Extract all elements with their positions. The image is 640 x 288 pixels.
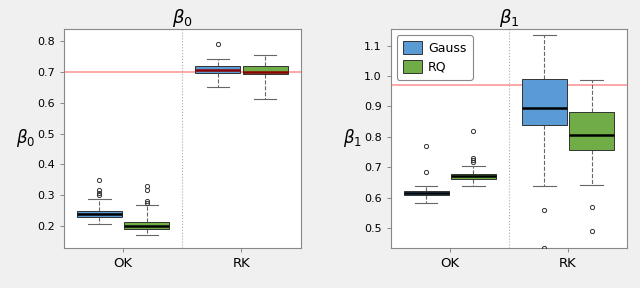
Title: $\beta_1$: $\beta_1$ bbox=[499, 7, 519, 29]
PathPatch shape bbox=[195, 66, 240, 73]
PathPatch shape bbox=[404, 191, 449, 195]
Title: $\beta_0$: $\beta_0$ bbox=[172, 7, 193, 29]
Y-axis label: $\beta_0$: $\beta_0$ bbox=[17, 127, 36, 149]
PathPatch shape bbox=[569, 112, 614, 150]
Y-axis label: $\beta_1$: $\beta_1$ bbox=[343, 127, 362, 149]
PathPatch shape bbox=[124, 222, 170, 229]
Legend: Gauss, RQ: Gauss, RQ bbox=[397, 35, 473, 80]
PathPatch shape bbox=[451, 174, 496, 179]
PathPatch shape bbox=[77, 211, 122, 217]
PathPatch shape bbox=[522, 79, 567, 124]
PathPatch shape bbox=[243, 66, 287, 74]
